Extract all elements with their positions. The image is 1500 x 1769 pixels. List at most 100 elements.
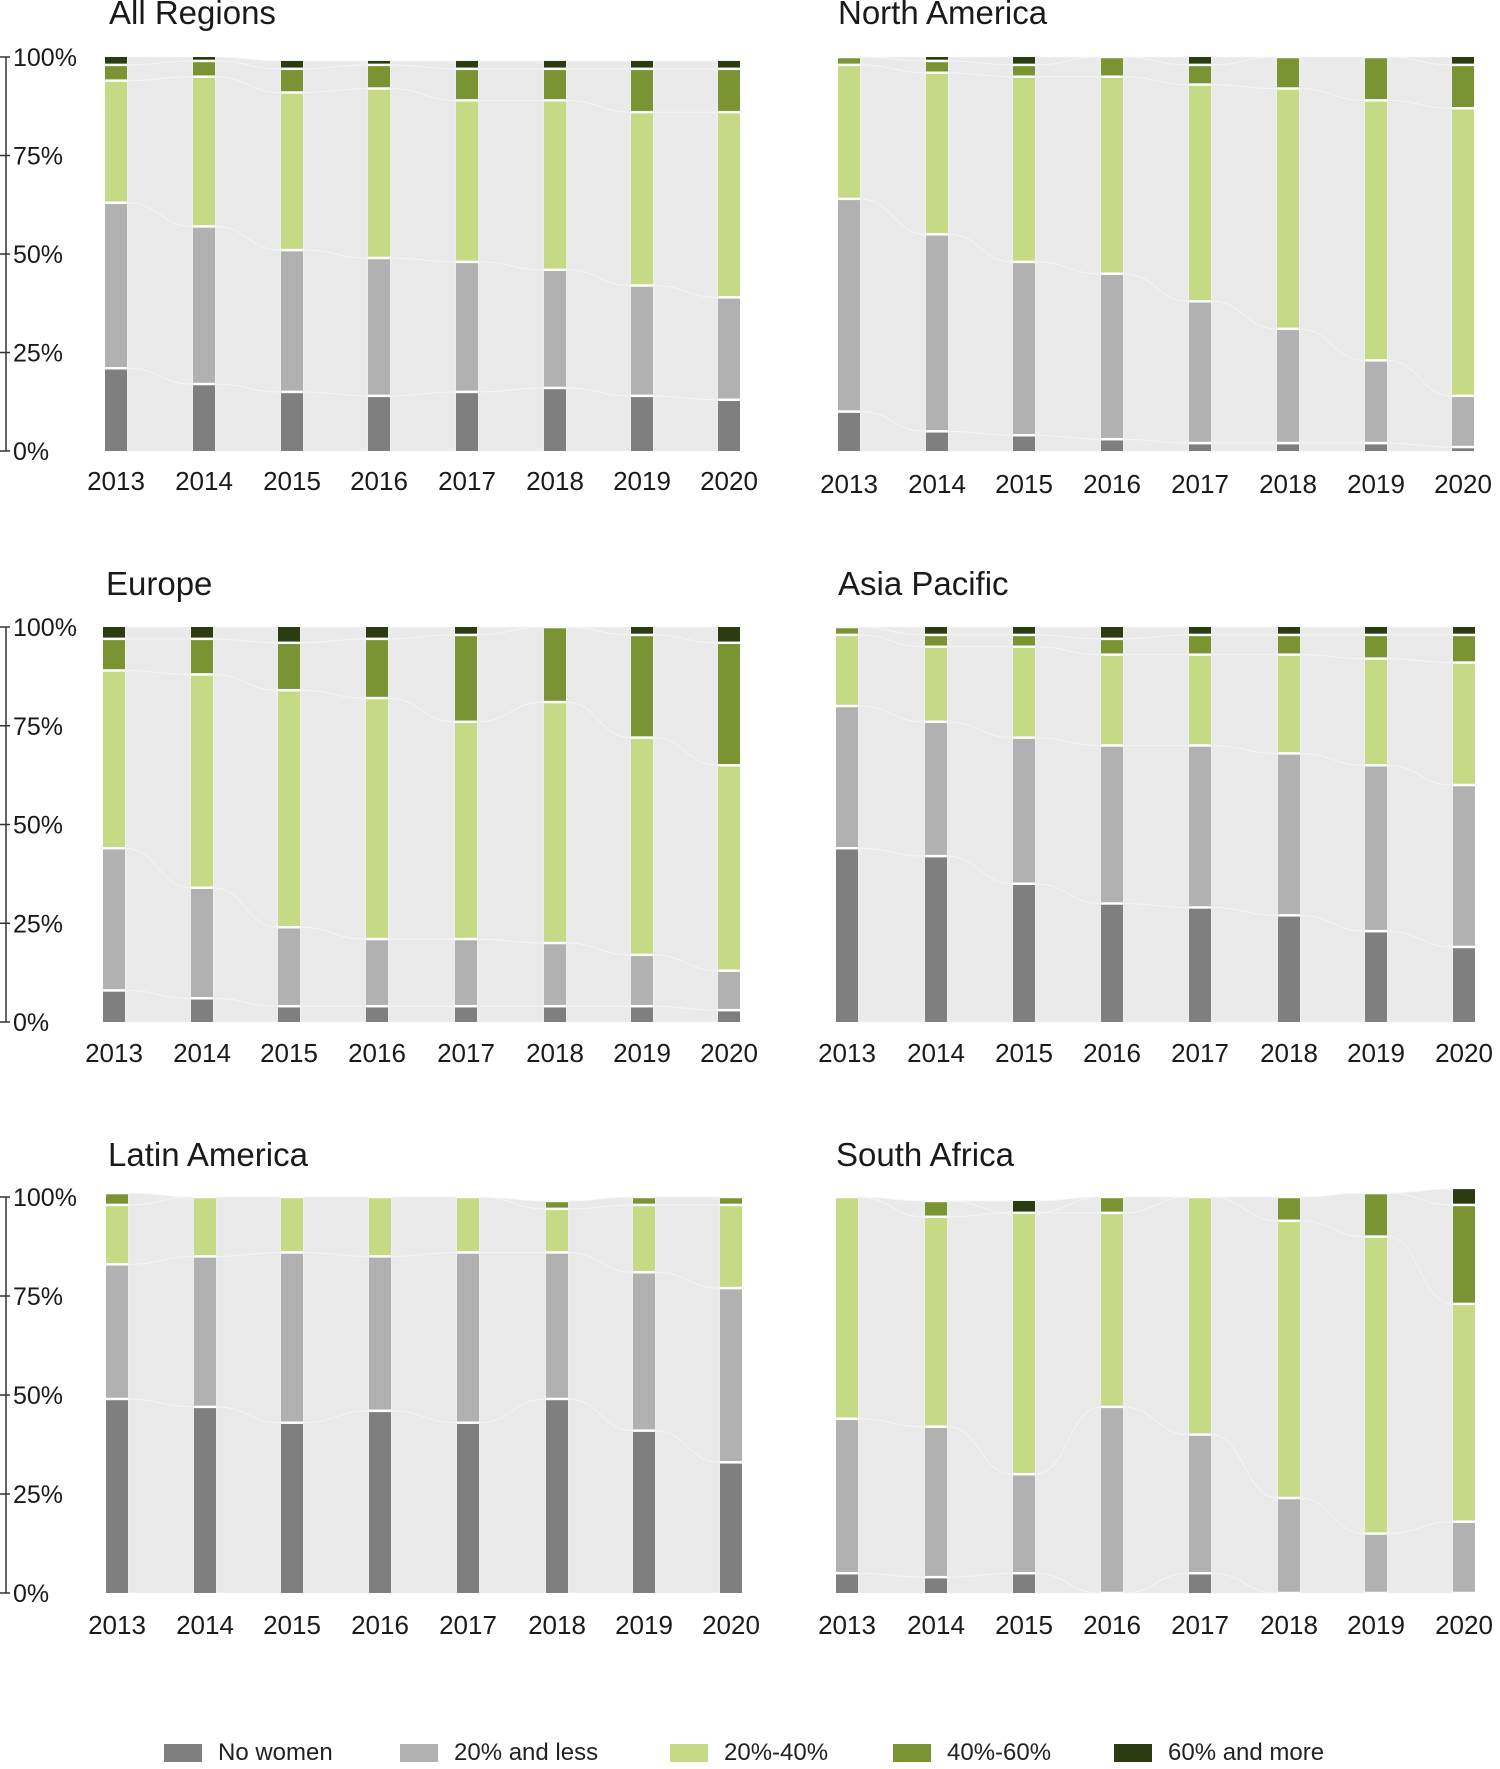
bar-north-america-2013-40-60 [838,58,860,64]
flow-all-regions-no-women-2016-2017 [389,391,457,452]
x-tick-label-all-regions-2014: 2014 [175,466,233,496]
bar-asia-pacific-2017-20-and-less [1189,746,1211,907]
y-tick-label-all-regions-4: 100% [13,44,77,72]
flow-south-africa-20-and-less-2016-2017 [1122,1406,1190,1594]
bar-south-africa-2016-20-and-less [1101,1408,1123,1592]
bar-south-africa-2018-20-and-less [1278,1499,1300,1592]
bar-all-regions-2018-60-and-more [544,60,566,68]
flow-asia-pacific-40-60-2017-2018 [1210,634,1279,656]
bar-south-africa-2014-20-and-less [925,1427,947,1576]
bar-europe-2019-40-60 [631,636,653,737]
bar-all-regions-2015-60-and-more [281,60,303,68]
bar-asia-pacific-2015-60-and-more [1013,627,1035,634]
bar-europe-2016-40-60 [366,640,388,697]
y-tick-label-all-regions-1: 25% [13,340,63,368]
panel-europe: 2013 2014 2015 2016 2017 2018 2019 2020 0% 25% 50%… [0,614,758,1068]
y-tick-label-latin-america-2: 50% [13,1382,63,1410]
x-tick-label-south-africa-2018: 2018 [1260,1610,1318,1640]
bar-all-regions-2013-20-40 [105,81,127,202]
flow-latin-america-40-60-2019-2020 [654,1196,721,1206]
bar-all-regions-2016-20-and-less [368,259,390,395]
bar-all-regions-2020-20-40 [718,113,740,297]
bar-europe-2014-40-60 [191,640,213,674]
flow-north-america-no-women-2018-2019 [1298,442,1366,452]
bar-all-regions-2017-20-and-less [456,263,478,391]
flow-latin-america-20-40-2013-2014 [127,1196,195,1265]
legend-swatch-20-40 [670,1744,708,1762]
bar-north-america-2016-20-40 [1101,77,1123,273]
x-tick-label-asia-pacific-2013: 2013 [818,1038,876,1068]
x-tick-label-asia-pacific-2020: 2020 [1435,1038,1493,1068]
flow-all-regions-no-women-2015-2016 [302,391,369,452]
x-tick-label-europe-2019: 2019 [613,1038,671,1068]
flow-south-africa-20-and-less-2013-2014 [857,1418,926,1578]
bar-europe-2016-no-women [366,1007,388,1022]
x-tick-label-europe-2018: 2018 [526,1038,584,1068]
bar-north-america-2019-20-40 [1365,101,1387,360]
flows-asia-pacific [857,626,1454,1023]
bar-europe-2018-40-60 [544,628,566,701]
y-tick-label-latin-america-0: 0% [13,1580,49,1608]
bar-south-africa-2013-20-and-less [836,1420,858,1572]
y-tick-label-latin-america-1: 25% [13,1481,63,1509]
bar-latin-america-2020-20-40 [720,1206,742,1287]
bar-south-africa-2014-20-40 [925,1218,947,1426]
x-tick-label-latin-america-2017: 2017 [439,1610,497,1640]
x-tick-label-asia-pacific-2014: 2014 [907,1038,965,1068]
bar-europe-2020-60-and-more [718,627,740,642]
legend-item-40-60: 40%-60% [893,1738,1051,1768]
bar-latin-america-2013-20-and-less [106,1265,128,1398]
flow-all-regions-20-and-less-2014-2015 [214,226,282,393]
bar-north-america-2018-20-and-less [1277,330,1299,442]
bar-north-america-2017-20-and-less [1189,302,1211,442]
legend-item-60-and-more: 60% and more [1114,1738,1324,1768]
flow-europe-20-40-2017-2018 [476,701,545,944]
bar-all-regions-2015-no-women [281,393,303,451]
bar-north-america-2018-40-60 [1277,58,1299,88]
flow-asia-pacific-60-and-more-2018-2019 [1299,626,1366,636]
flow-asia-pacific-60-and-more-2015-2016 [1034,626,1102,640]
flow-all-regions-no-women-2019-2020 [652,395,719,452]
flow-latin-america-20-and-less-2016-2017 [390,1252,458,1424]
flow-south-africa-20-40-2013-2014 [857,1196,926,1428]
bar-south-africa-2015-no-women [1013,1574,1035,1593]
bar-north-america-2014-40-60 [926,62,948,72]
x-tick-label-south-africa-2016: 2016 [1083,1610,1141,1640]
bar-south-africa-2014-40-60 [925,1202,947,1216]
bar-all-regions-2019-20-40 [631,113,653,285]
legend-label-20-40: 20%-40% [724,1739,829,1766]
flow-europe-20-40-2015-2016 [299,689,367,940]
bar-asia-pacific-2013-20-and-less [836,707,858,847]
bar-europe-2020-20-40 [718,766,740,970]
bar-europe-2015-60-and-more [278,627,300,642]
bar-south-africa-2018-40-60 [1278,1198,1300,1220]
bar-asia-pacific-2017-40-60 [1189,636,1211,654]
legend-label-no-women: No women [218,1739,333,1766]
x-tick-label-south-africa-2014: 2014 [907,1610,965,1640]
flow-all-regions-20-40-2015-2016 [302,88,369,259]
flow-all-regions-20-and-less-2015-2016 [302,249,369,397]
bar-all-regions-2019-no-women [631,397,653,451]
flow-asia-pacific-20-40-2015-2016 [1034,646,1102,746]
flow-asia-pacific-20-and-less-2015-2016 [1034,737,1102,904]
bar-north-america-2019-no-women [1365,444,1387,451]
bar-latin-america-2017-20-and-less [457,1253,479,1422]
flow-asia-pacific-20-40-2018-2019 [1299,654,1366,766]
flow-south-africa-40-60-2016-2017 [1122,1196,1190,1214]
bar-asia-pacific-2015-20-and-less [1013,738,1035,883]
flow-asia-pacific-40-60-2018-2019 [1299,634,1366,660]
panel-title-latin-america: Latin America [108,1136,308,1173]
bar-north-america-2019-20-and-less [1365,361,1387,442]
flow-north-america-20-40-2014-2015 [947,72,1014,263]
flow-asia-pacific-no-women-2017-2018 [1210,907,1279,1023]
bar-asia-pacific-2016-60-and-more [1101,627,1123,638]
bar-all-regions-2014-20-and-less [193,227,215,383]
y-tick-label-europe-2: 50% [13,812,63,840]
bar-europe-2017-no-women [455,1007,477,1022]
bar-all-regions-2013-20-and-less [105,204,127,368]
bar-asia-pacific-2016-no-women [1101,904,1123,1022]
bar-north-america-2014-20-and-less [926,235,948,431]
bar-all-regions-2014-40-60 [193,62,215,76]
bar-asia-pacific-2016-20-40 [1101,655,1123,745]
bar-europe-2020-no-women [718,1011,740,1022]
